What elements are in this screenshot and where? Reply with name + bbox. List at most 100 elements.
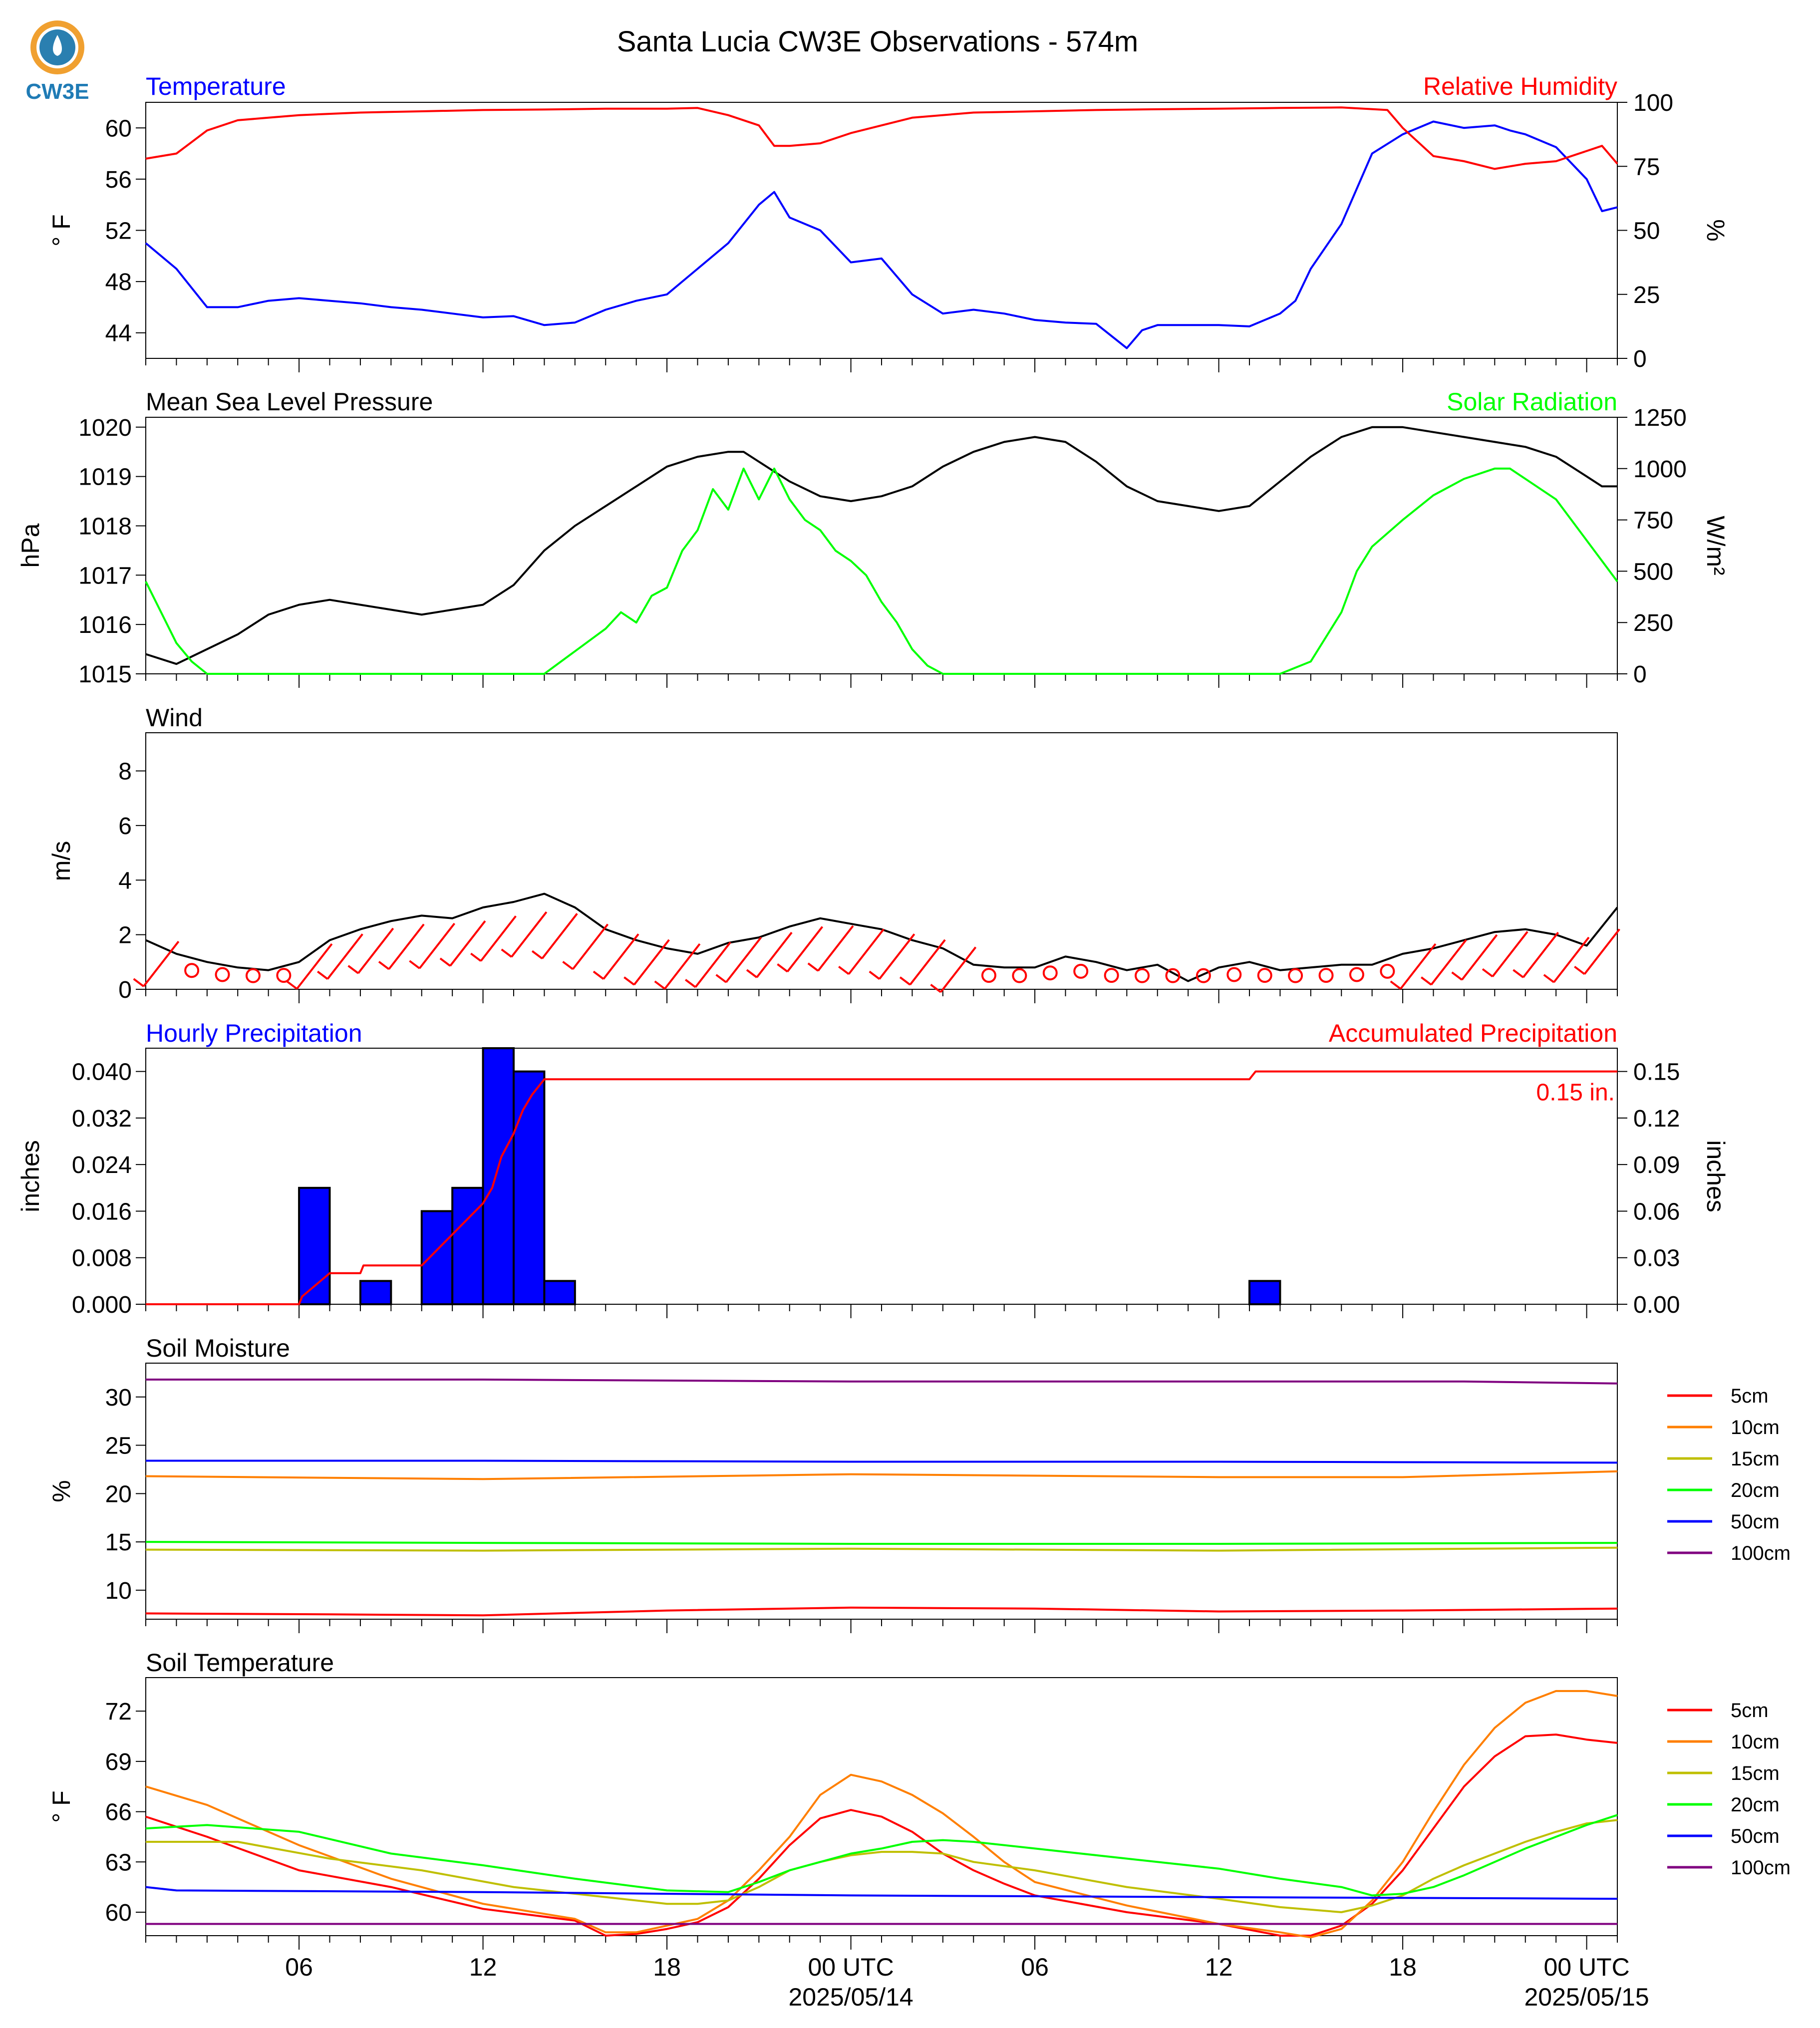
wind-barb-flag bbox=[286, 980, 298, 990]
logo-drop-icon bbox=[53, 35, 62, 56]
wind-barb-flag bbox=[930, 984, 941, 993]
y2-tick-label: 0.09 bbox=[1633, 1152, 1680, 1178]
wind-barb bbox=[694, 941, 731, 988]
y-axis-label: m/s bbox=[47, 841, 75, 881]
panel-title-right: Accumulated Precipitation bbox=[1329, 1019, 1617, 1047]
wind-barb-flag bbox=[439, 957, 451, 967]
wind-barb-flag bbox=[777, 963, 788, 973]
wind-calm-marker bbox=[1073, 963, 1089, 979]
y2-tick-label: 1250 bbox=[1633, 405, 1687, 431]
accumulated-total-label: 0.15 in. bbox=[1536, 1080, 1615, 1106]
y2-tick-label: 0 bbox=[1633, 346, 1647, 372]
wind-barb-flag bbox=[409, 960, 420, 969]
wind-barb bbox=[326, 933, 363, 980]
wind-barb bbox=[879, 933, 915, 980]
y2-tick-label: 250 bbox=[1633, 610, 1673, 636]
y2-tick-label: 0.00 bbox=[1633, 1292, 1680, 1318]
wind-calm-marker bbox=[1349, 967, 1364, 982]
figure-title: Santa Lucia CW3E Observations - 574m bbox=[617, 25, 1138, 58]
series-line bbox=[145, 120, 1618, 349]
x-tick-label: 06 bbox=[1021, 1953, 1049, 1981]
wind-barb bbox=[1522, 931, 1559, 978]
panels: Temperature Relative Humidity4448525660° … bbox=[16, 72, 1791, 2011]
y-tick-label: 72 bbox=[105, 1699, 132, 1725]
y-axis-label: inches bbox=[16, 1140, 44, 1212]
wind-barb bbox=[1400, 943, 1437, 990]
x-tick-label: 06 bbox=[285, 1953, 313, 1981]
panel-title-right: Relative Humidity bbox=[1423, 72, 1617, 100]
y-tick-label: 60 bbox=[105, 115, 132, 142]
wind-barb-flag bbox=[317, 970, 328, 980]
precip-bar bbox=[482, 1047, 515, 1305]
panel-title-left: Hourly Precipitation bbox=[146, 1019, 362, 1047]
y-tick-label: 10 bbox=[105, 1578, 132, 1604]
panel-2: Mean Sea Level Pressure Solar Radiation 10… bbox=[16, 388, 1730, 688]
wind-barb-flag bbox=[623, 976, 635, 986]
wind-calm-marker bbox=[215, 967, 230, 982]
y2-tick-label: 500 bbox=[1633, 559, 1673, 585]
wind-barb-flag bbox=[378, 961, 390, 970]
y-tick-label: 60 bbox=[105, 1900, 132, 1926]
legend-label: 15cm bbox=[1731, 1762, 1780, 1784]
y-tick-label: 6 bbox=[118, 813, 132, 840]
wind-barb-flag bbox=[807, 962, 819, 972]
y-tick-label: 1015 bbox=[78, 661, 132, 688]
y-tick-label: 0.032 bbox=[72, 1106, 132, 1132]
wind-barb-flag bbox=[470, 952, 482, 962]
wind-barb bbox=[357, 927, 394, 974]
y-tick-label: 1017 bbox=[78, 563, 132, 589]
y-axis-label: ° F bbox=[47, 1790, 75, 1822]
wind-barb-flag bbox=[347, 965, 359, 974]
precip-bar bbox=[420, 1210, 454, 1306]
series-line bbox=[145, 1546, 1618, 1552]
y2-tick-label: 1000 bbox=[1633, 456, 1687, 483]
legend-label: 5cm bbox=[1731, 1700, 1769, 1722]
wind-barb-flag bbox=[593, 970, 605, 980]
wind-barb-flag bbox=[1574, 965, 1585, 975]
x-tick-label: 12 bbox=[469, 1953, 497, 1981]
series-line bbox=[146, 1378, 1618, 1385]
y-axis-label: % bbox=[47, 1480, 75, 1502]
series-line bbox=[145, 1690, 1618, 1939]
wind-barb-flag bbox=[133, 978, 144, 987]
y2-tick-label: 0.06 bbox=[1633, 1198, 1680, 1225]
y2-axis-label: inches bbox=[1702, 1140, 1730, 1212]
wind-calm-marker bbox=[1257, 968, 1272, 983]
wind-calm-marker bbox=[1012, 968, 1027, 983]
logo-text: CW3E bbox=[25, 79, 89, 104]
wind-barb bbox=[725, 936, 762, 983]
wind-calm-marker bbox=[1196, 968, 1211, 983]
series-line bbox=[146, 1819, 1618, 1913]
y-tick-label: 25 bbox=[105, 1433, 132, 1459]
wind-barb bbox=[848, 928, 885, 975]
wind-barb bbox=[388, 923, 425, 970]
wind-barb-flag bbox=[715, 974, 727, 983]
wind-barb-flag bbox=[654, 980, 665, 990]
cw3e-logo: CW3E bbox=[25, 20, 89, 104]
wind-barb bbox=[572, 923, 609, 970]
y2-tick-label: 0.15 bbox=[1633, 1059, 1680, 1086]
series-line bbox=[145, 1814, 1618, 1897]
y-tick-label: 1019 bbox=[78, 464, 132, 491]
x-tick-label: 12 bbox=[1205, 1953, 1233, 1981]
y2-tick-label: 50 bbox=[1633, 218, 1660, 245]
series-line bbox=[145, 1541, 1618, 1545]
wind-barb-flag bbox=[1482, 968, 1494, 978]
wind-barb bbox=[633, 939, 670, 986]
wind-barb bbox=[541, 913, 578, 959]
series-line bbox=[145, 426, 1617, 665]
y-tick-label: 44 bbox=[105, 320, 132, 347]
wind-barb bbox=[143, 940, 180, 987]
wind-barb-flag bbox=[1390, 980, 1401, 990]
y-tick-label: 1018 bbox=[78, 513, 132, 540]
wind-barb bbox=[1553, 936, 1590, 983]
wind-barb-flag bbox=[899, 976, 911, 986]
wind-barb bbox=[939, 946, 977, 993]
wind-calm-marker bbox=[276, 968, 292, 983]
series-line bbox=[145, 892, 1618, 982]
legend-label: 50cm bbox=[1731, 1825, 1780, 1847]
series-line bbox=[145, 1470, 1618, 1480]
precip-bar bbox=[451, 1186, 484, 1305]
legend-label: 50cm bbox=[1731, 1511, 1780, 1533]
